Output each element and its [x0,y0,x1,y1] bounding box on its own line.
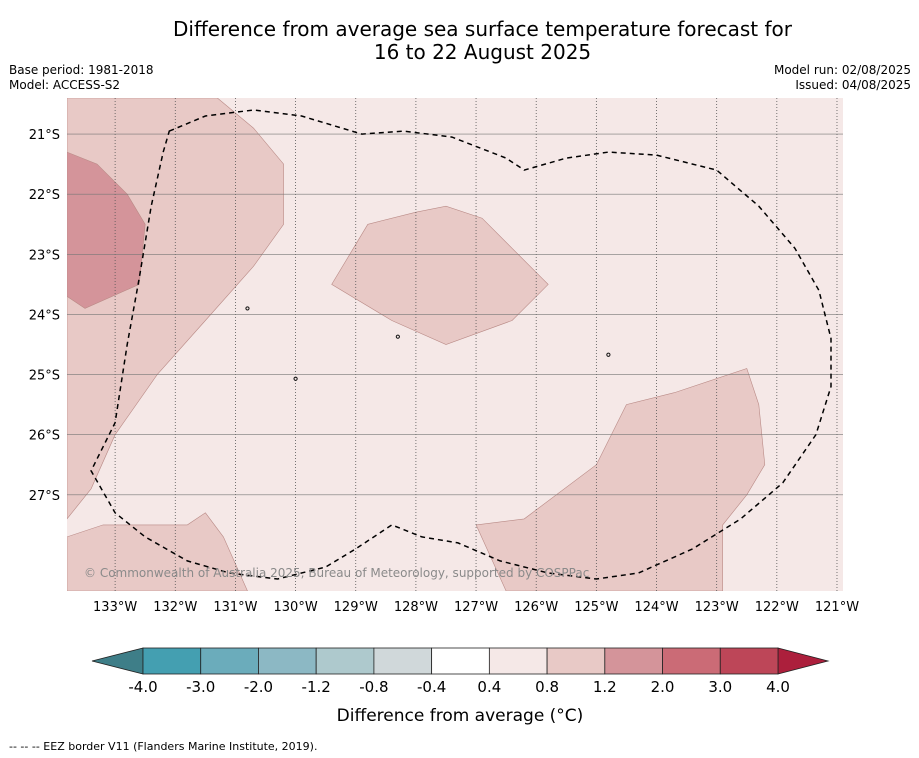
longitude-tick-label: 130°W [274,600,318,615]
legend-tick-label: 0.8 [535,678,559,696]
latitude-tick-label: 23°S [29,248,60,263]
legend-color-band [662,647,721,675]
legend-color-band [604,647,663,675]
eez-footer-note: -- -- -- EEZ border V11 (Flanders Marine… [9,740,318,753]
latitude-tick-label: 27°S [29,489,60,504]
title-line-2: 16 to 22 August 2025 [373,40,592,64]
model-run: Model run: 02/08/2025 [773,63,911,77]
model-name: Model: ACCESS-S2 [9,78,121,92]
longitude-tick-label: 122°W [755,600,799,615]
legend-color-band [315,647,375,675]
legend-extend-low [91,647,144,675]
longitude-tick-label: 129°W [334,600,378,615]
island-marker [245,306,250,311]
legend-tick-label: -4.0 [128,678,157,696]
latitude-tick-label: 24°S [29,308,60,323]
latitude-tick-label: 22°S [29,188,60,203]
longitude-tick-label: 132°W [153,600,197,615]
sst-anomaly-map: 133°W 132°W 131°W 130°W 129°W 128°W 127°W 126°W… [29,98,860,726]
legend-tick-label: 4.0 [766,678,790,696]
map-axis-ticks: 133°W 132°W 131°W 130°W 129°W 128°W 127°W 126°W… [29,128,860,615]
legend-color-band [142,647,202,675]
legend-tick-label: -2.0 [244,678,273,696]
longitude-tick-label: 124°W [634,600,678,615]
island-marker [395,334,400,339]
longitude-tick-label: 121°W [815,600,859,615]
legend-tick-label: -0.4 [417,678,446,696]
legend-tick-label: 1.2 [593,678,617,696]
legend-color-band [373,647,433,675]
latitude-tick-label: 26°S [29,429,60,444]
longitude-tick-label: 128°W [394,600,438,615]
longitude-tick-label: 126°W [514,600,558,615]
base-period: Base period: 1981-2018 [9,63,154,77]
legend-tick-label: -1.2 [302,678,331,696]
eez-border [90,109,832,580]
page-title: Difference from average sea surface temp… [0,18,919,64]
legend-tick-label: 0.4 [477,678,501,696]
meta-left: Base period: 1981-2018 Model: ACCESS-S2 [9,63,154,93]
longitude-tick-label: 125°W [574,600,618,615]
color-legend: -4.0 -3.0 -2.0 -1.2 -0.8 -0.4 0.4 0.8 1.2 2.0 3.0 4… [91,647,830,696]
legend-color-band [200,647,259,675]
legend-tick-label: -0.8 [359,678,388,696]
longitude-tick-label: 131°W [213,600,257,615]
legend-color-band [546,647,606,675]
island-marker [293,376,298,381]
latitude-tick-label: 21°S [29,128,60,143]
legend-tick-label: 3.0 [708,678,732,696]
legend-color-band [719,647,779,675]
legend-label: Difference from average (°C) [337,706,584,726]
legend-tick-label: -3.0 [186,678,215,696]
legend-color-band [431,647,490,675]
title-line-1: Difference from average sea surface temp… [172,17,792,41]
legend-tick-label: 2.0 [651,678,675,696]
legend-extend-high [777,647,830,675]
map-plot-area [67,98,843,591]
legend-color-band [488,647,548,675]
longitude-tick-label: 123°W [695,600,739,615]
meta-right: Model run: 02/08/2025 Issued: 04/08/2025 [774,63,911,93]
legend-color-band [258,647,317,675]
issued-date: Issued: 04/08/2025 [795,78,911,92]
island-marker [606,352,611,357]
latitude-tick-label: 25°S [29,369,60,384]
copyright-notice: © Commonwealth of Australia 2025, Bureau… [84,566,589,580]
longitude-tick-label: 127°W [454,600,498,615]
longitude-tick-label: 133°W [93,600,137,615]
